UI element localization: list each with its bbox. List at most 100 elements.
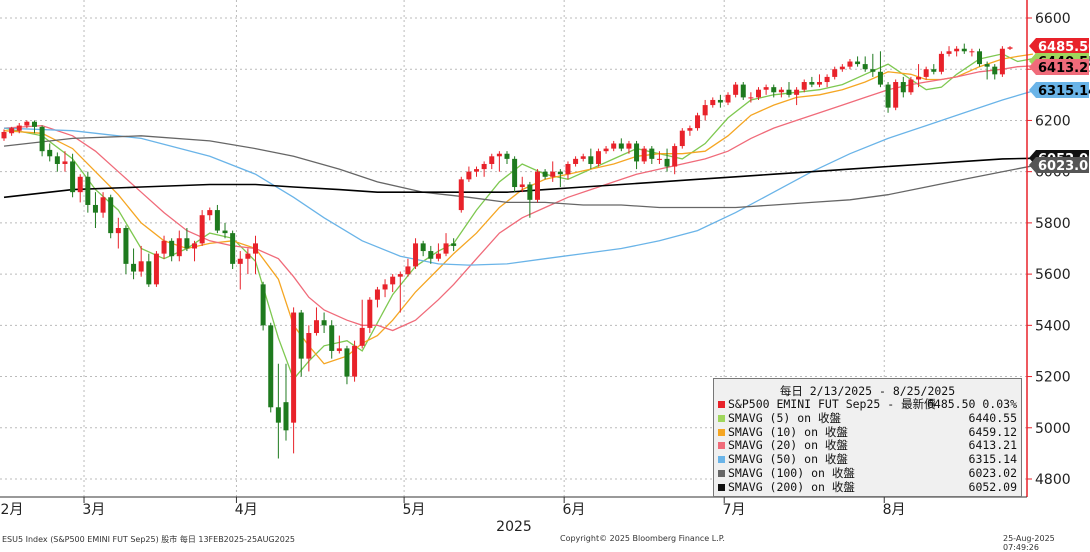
candle-body <box>855 61 861 65</box>
candle-body <box>550 171 556 177</box>
candle-body <box>260 284 266 326</box>
candle-body <box>946 51 952 54</box>
candle <box>702 99 708 121</box>
candle-body <box>489 156 495 164</box>
price-tag-label: 6315.14 <box>1038 84 1090 99</box>
candle-body <box>756 89 761 98</box>
x-axis: 2月 3月 4月 5月 6月 7月 8月 2025 <box>0 496 1027 535</box>
candle <box>588 148 594 170</box>
candle <box>291 307 297 454</box>
y-tick-label: 4800 <box>1035 472 1071 488</box>
candle-body <box>816 82 822 85</box>
candle <box>390 274 396 293</box>
candle-body <box>222 230 228 234</box>
candle <box>496 151 502 172</box>
candle <box>634 140 640 170</box>
price-tag-label: 6485.50 <box>1038 40 1090 55</box>
legend-value: 6459.12 <box>968 424 1017 439</box>
candle <box>1007 46 1013 51</box>
candle <box>176 230 182 262</box>
candle <box>230 230 236 269</box>
candle <box>923 66 929 80</box>
candle <box>435 243 441 262</box>
candle-body <box>877 71 883 85</box>
candle-body <box>146 261 152 285</box>
candle <box>24 120 30 129</box>
candle <box>100 192 106 218</box>
candle <box>207 207 213 221</box>
candle <box>31 120 37 134</box>
legend-swatch <box>718 428 725 436</box>
candle-body <box>1 131 7 139</box>
legend-swatch <box>718 414 725 422</box>
candle <box>313 307 319 336</box>
candle-body <box>443 243 449 254</box>
candle-body <box>268 325 274 408</box>
legend-label: SMAVG (20) on 收盤 <box>728 438 848 453</box>
candle-body <box>573 158 579 164</box>
candle-body <box>542 171 548 177</box>
candle-body <box>938 53 944 72</box>
candle-body <box>100 197 106 213</box>
candle-body <box>832 69 838 77</box>
legend-swatch <box>718 456 725 464</box>
y-tick-label: 5800 <box>1035 216 1071 232</box>
candle <box>108 194 114 239</box>
legend-row: SMAVG (20) on 收盤 6413.21 <box>714 438 1021 453</box>
candle <box>977 48 983 67</box>
candle <box>47 143 53 162</box>
candle-body <box>169 240 175 257</box>
candle-body <box>588 156 594 164</box>
candle-body <box>900 82 906 93</box>
candle <box>931 64 937 75</box>
candle-body <box>321 320 327 326</box>
candle <box>679 128 685 149</box>
candle-body <box>679 130 685 147</box>
candle-body <box>954 48 960 52</box>
x-month-label: 2月 <box>1 502 24 518</box>
candle <box>344 345 350 385</box>
candle <box>253 235 258 275</box>
legend-swatch <box>718 469 725 477</box>
candle-body <box>649 148 655 159</box>
candle <box>725 92 731 106</box>
price-tag-bg <box>1029 82 1089 98</box>
candle-body <box>763 87 769 90</box>
candle-body <box>504 153 510 159</box>
candle <box>938 51 944 75</box>
candle-body <box>474 169 480 172</box>
candle-body <box>253 243 258 254</box>
candle-body <box>352 345 358 377</box>
x-month-label: 7月 <box>723 502 746 518</box>
candle-body <box>54 156 60 164</box>
candle-body <box>557 171 563 175</box>
candle-body <box>733 84 739 95</box>
price-tag: 6315.14 <box>1029 82 1090 99</box>
candle-body <box>527 184 533 200</box>
candle <box>832 66 838 80</box>
ma-line-50 <box>3 90 1034 266</box>
candle-body <box>710 99 716 106</box>
legend-swatch <box>718 442 725 450</box>
legend-row: SMAVG (200) on 收盤 6052.09 <box>714 480 1021 495</box>
candle-body <box>618 143 624 149</box>
candle-body <box>534 171 540 200</box>
candle <box>527 181 533 218</box>
candle <box>451 238 457 252</box>
candle <box>131 248 137 280</box>
candle-body <box>298 312 304 359</box>
candle <box>893 79 899 111</box>
candle-body <box>626 143 632 149</box>
candle-body <box>695 115 701 129</box>
candle <box>352 340 358 382</box>
candle-body <box>138 261 144 272</box>
candle <box>275 363 281 459</box>
legend-row: S&P500 EMINI FUT Sep25 - 最新價 6485.50 0.03… <box>714 397 1021 412</box>
legend-row: SMAVG (100) on 收盤 6023.02 <box>714 466 1021 481</box>
candle <box>672 143 678 175</box>
candle-body <box>413 243 419 267</box>
candle <box>306 325 312 372</box>
candle <box>153 251 159 287</box>
candle <box>70 153 76 198</box>
candle-body <box>336 348 342 351</box>
